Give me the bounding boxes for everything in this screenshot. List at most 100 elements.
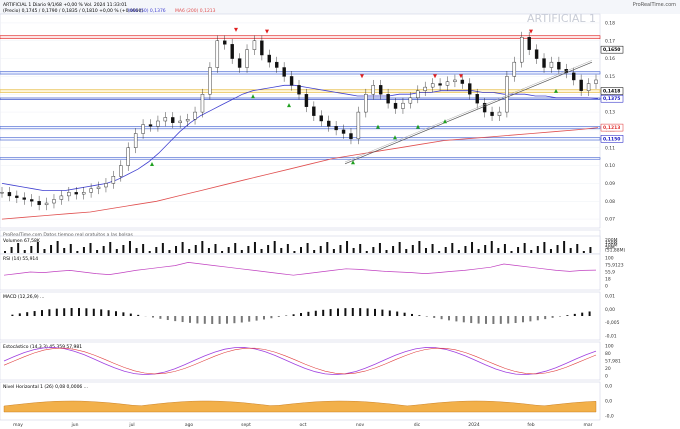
candle-body — [594, 79, 598, 84]
trendline-2 — [344, 60, 593, 163]
macd-bar — [351, 308, 354, 316]
volume-bar — [365, 251, 368, 253]
candle-body — [141, 124, 145, 134]
candle-body — [193, 111, 197, 120]
x-axis-label: nov — [356, 423, 365, 428]
candle-body — [416, 90, 420, 99]
candle-body — [126, 147, 130, 166]
volume-bar — [102, 246, 105, 253]
candle-body — [364, 94, 368, 113]
volume-bar — [319, 246, 322, 253]
volume-bar — [484, 245, 487, 253]
price-tick-label: 0.15 — [605, 74, 615, 80]
candle-body — [297, 85, 301, 95]
ichi-panel — [0, 381, 601, 421]
header-ma50: MA6 (50) 0,1376 — [128, 8, 166, 14]
candle-body — [275, 61, 279, 68]
price-tick-label: 0.10 — [605, 163, 615, 169]
macd-bar — [544, 316, 547, 320]
macd-bar — [85, 308, 88, 316]
volume-bar — [247, 246, 250, 253]
volume-bar — [503, 244, 506, 253]
sell-arrow-icon — [265, 29, 269, 34]
stoch-label: Estocástico (14,3,3) 45,359 57,981 — [3, 343, 82, 350]
support-band-upper — [0, 71, 601, 75]
macd-bar — [329, 309, 332, 316]
candle-body — [579, 79, 583, 91]
volume-label: Volumen 67,58K — [3, 238, 41, 244]
candle-body — [482, 102, 487, 113]
macd-bar — [100, 309, 103, 316]
macd-bar — [559, 316, 561, 317]
header-bar — [0, 0, 680, 14]
volume-bar — [530, 250, 533, 253]
macd-bar — [226, 316, 228, 324]
brand-text: ProRealTime.com — [633, 2, 676, 8]
candle-body — [572, 72, 576, 81]
candle-body — [334, 126, 338, 131]
price-tick-label: 0.07 — [605, 217, 615, 223]
volume-bar — [359, 244, 362, 253]
candle-body — [460, 79, 465, 84]
macd-bar — [70, 308, 73, 316]
candle-body — [223, 40, 227, 45]
volume-bar — [313, 250, 316, 253]
candle-body — [104, 183, 108, 188]
macd-bar — [440, 316, 443, 320]
macd-bar — [344, 308, 347, 316]
buy-arrow-icon — [251, 94, 255, 99]
price-tick-label: 0.18 — [605, 20, 615, 26]
price-tick-label: 0.09 — [605, 181, 615, 187]
volume-bar — [556, 245, 559, 253]
macd-bar — [588, 311, 591, 316]
volume-bar — [69, 244, 72, 253]
volume-tick-label: (51,88M) — [605, 248, 626, 254]
candle-body — [401, 102, 405, 109]
candle-body — [445, 81, 450, 86]
candle-body — [512, 61, 517, 77]
candle-body — [260, 40, 264, 56]
volume-bar — [431, 244, 434, 253]
volume-bar — [82, 247, 85, 253]
header-info: ARTIFICIAL 1 Diario 9/1/68 +0,00 % Vol. … — [3, 2, 127, 8]
volume-tick-label: 100M — [605, 243, 618, 249]
volume-bar — [280, 248, 283, 253]
macd-bar — [381, 309, 384, 316]
volume-bar — [306, 243, 309, 253]
candle-body — [542, 58, 546, 68]
rsi-label: RSI (14) 55,914 — [3, 256, 38, 262]
buy-arrow-icon — [150, 162, 154, 167]
macd-bar — [573, 313, 576, 316]
volume-bar — [240, 250, 243, 253]
candle-body — [267, 54, 271, 63]
volume-bar — [43, 249, 46, 253]
candle-body — [327, 120, 331, 127]
volume-bar — [253, 242, 256, 253]
volume-bar — [549, 249, 552, 253]
candle-body — [520, 36, 524, 63]
macd-bar — [425, 316, 428, 317]
candle-body — [282, 67, 286, 77]
macd-bar — [277, 316, 280, 317]
macd-bar — [48, 309, 51, 316]
x-axis-label: jul — [128, 422, 134, 428]
stoch-d-line — [3, 347, 597, 375]
volume-tick-label: 150M — [605, 240, 618, 246]
candle-body — [15, 195, 19, 198]
macd-bar — [255, 316, 258, 321]
price-tick-label: 0.11 — [605, 145, 615, 151]
macd-bar — [551, 316, 554, 318]
ichi-tick-label: 0,0 — [605, 384, 612, 390]
support-line — [0, 97, 601, 100]
volume-bar — [89, 243, 92, 253]
candle-body — [549, 61, 554, 68]
buy-arrow-icon — [351, 160, 355, 165]
macd-bar — [115, 311, 117, 316]
candle-body — [148, 124, 153, 127]
volume-bar — [273, 241, 276, 253]
x-axis-label: dic — [414, 422, 421, 428]
candle-body — [156, 120, 160, 127]
macd-bar — [522, 316, 524, 323]
volume-bar — [168, 250, 171, 253]
